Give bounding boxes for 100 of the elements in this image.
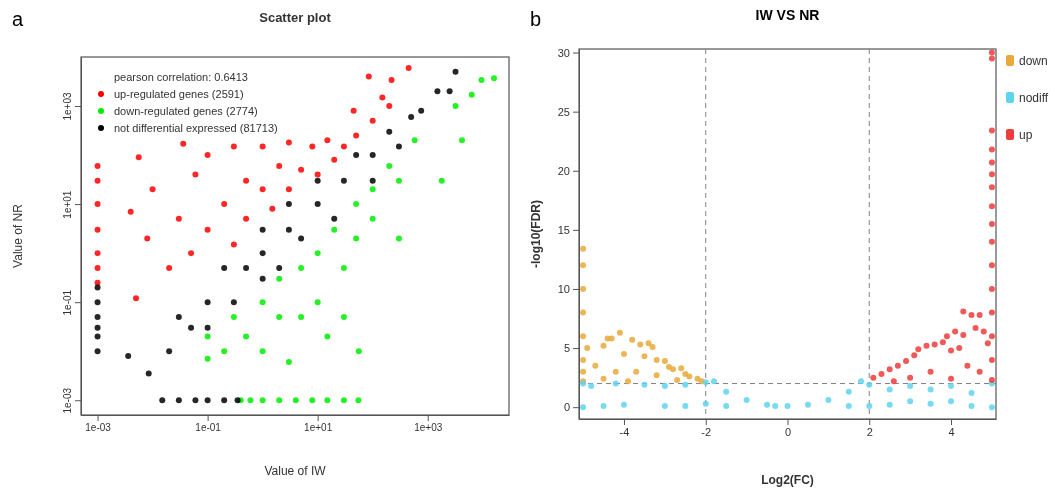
point (948, 375, 955, 382)
y-tick-label: 0 (563, 401, 570, 414)
point (649, 343, 656, 350)
point (580, 356, 587, 363)
point (988, 146, 995, 153)
legend-label: up-regulated genes (2591) (114, 88, 244, 100)
y-tick-label: 30 (557, 46, 570, 59)
point (682, 381, 689, 388)
point (988, 377, 995, 383)
point (939, 339, 946, 346)
legend-label: nodiff (1019, 91, 1049, 105)
point (723, 403, 730, 409)
x-tick-label: 1e+01 (304, 422, 333, 434)
point (968, 311, 975, 318)
annotation: pearson correlation: 0.6413 (114, 71, 248, 83)
point (960, 332, 967, 339)
chart-title: Scatter plot (259, 10, 332, 25)
point (580, 368, 587, 375)
point (661, 403, 668, 409)
point (825, 397, 832, 404)
legend-label: not differential expressed (81713) (114, 122, 278, 134)
point (592, 362, 599, 369)
point (915, 346, 922, 353)
point (968, 403, 975, 409)
point (612, 368, 619, 375)
point (612, 380, 619, 387)
point (988, 55, 995, 62)
x-axis-title: Value of IW (264, 464, 327, 478)
point (804, 401, 811, 408)
y-tick-label: 5 (563, 342, 570, 355)
point (948, 382, 955, 389)
point (580, 262, 587, 269)
point (894, 362, 901, 369)
point (784, 403, 791, 409)
point (968, 390, 975, 396)
point (686, 373, 693, 380)
point (911, 352, 918, 359)
point (670, 366, 677, 373)
chart-title: IW VS NR (755, 7, 820, 23)
text: b (530, 8, 542, 30)
y-tick-label: 1e+03 (62, 92, 73, 121)
text: a (12, 8, 24, 30)
point (988, 49, 995, 56)
point (625, 378, 632, 385)
x-axis-title: Log2(FC) (761, 473, 814, 487)
point (886, 401, 893, 408)
legend-label: down (1019, 54, 1048, 68)
point (629, 336, 636, 343)
y-axis-title: Value of NR (11, 203, 25, 268)
point (653, 372, 660, 379)
x-tick-label: -4 (619, 425, 630, 438)
point (960, 308, 967, 315)
x-tick-label: 1e-01 (195, 422, 222, 434)
point (645, 340, 652, 347)
y-tick-label: 1e+01 (62, 190, 73, 219)
point (927, 368, 934, 375)
point (641, 353, 648, 360)
x-tick-label: -2 (701, 425, 712, 438)
point (952, 328, 959, 335)
point (988, 184, 995, 191)
point (616, 329, 623, 336)
point (907, 374, 914, 381)
point (608, 335, 615, 342)
point (907, 382, 914, 389)
y-tick-label: 10 (557, 282, 570, 295)
point (980, 328, 987, 335)
point (903, 358, 910, 365)
point (723, 388, 730, 395)
point (890, 378, 897, 385)
point (927, 400, 934, 407)
point (927, 386, 934, 393)
point (870, 374, 877, 381)
point (923, 342, 930, 349)
point (866, 403, 873, 409)
point (653, 356, 660, 363)
point (948, 347, 955, 354)
point (956, 345, 963, 352)
point (764, 401, 771, 408)
y-axis-title: -log10(FDR) (529, 200, 543, 268)
point (584, 345, 591, 352)
point (661, 382, 668, 389)
point (988, 203, 995, 210)
y-tick-label: 1e-03 (62, 387, 73, 414)
point (580, 333, 587, 340)
point (988, 333, 995, 340)
point (976, 311, 983, 318)
point (702, 400, 709, 407)
legend-label: down-regulated genes (2774) (114, 105, 258, 117)
point (886, 386, 893, 393)
x-tick-label: 4 (948, 425, 955, 438)
point (620, 350, 627, 357)
point (600, 342, 607, 349)
point (665, 363, 672, 370)
x-tick-label: 2 (866, 425, 873, 438)
point (931, 341, 938, 348)
point (710, 378, 717, 385)
x-tick-label: 1e-03 (85, 422, 112, 434)
x-tick-label: 0 (784, 425, 792, 438)
point (682, 371, 689, 378)
point (702, 379, 709, 386)
